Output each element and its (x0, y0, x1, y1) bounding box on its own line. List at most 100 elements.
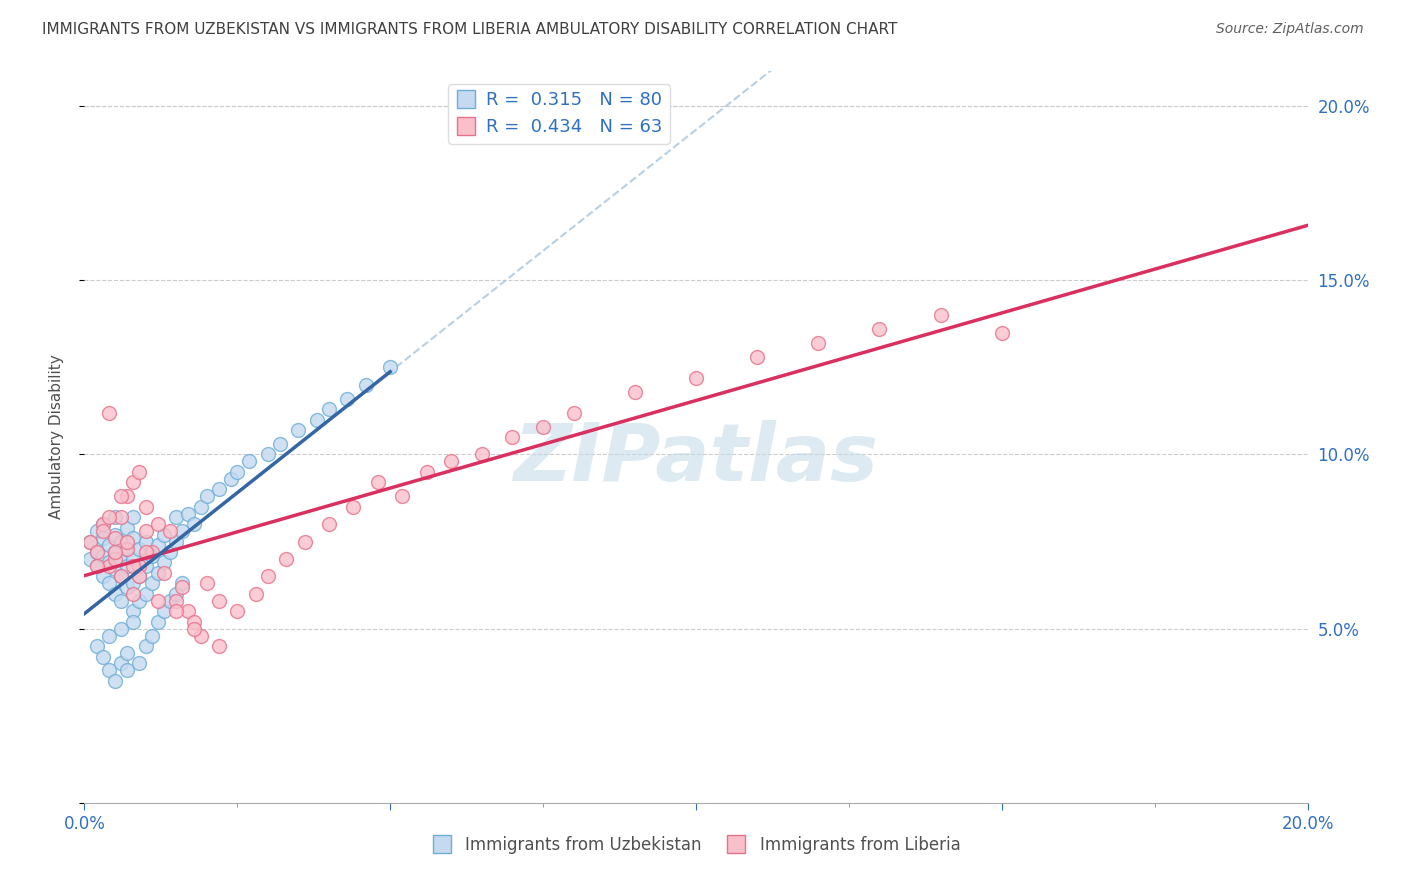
Point (110, 510, 132, 524)
Point (115, 646, 138, 660)
Point (354, 377, 377, 392)
Text: IMMIGRANTS FROM UZBEKISTAN VS IMMIGRANTS FROM LIBERIA AMBULATORY DISABILITY CORR: IMMIGRANTS FROM UZBEKISTAN VS IMMIGRANTS… (42, 22, 897, 37)
Point (104, 510, 127, 524)
Point (141, 576, 163, 591)
Point (172, 576, 194, 591)
Point (86, 524, 108, 538)
Point (276, 552, 298, 566)
Point (104, 552, 127, 566)
Point (97, 556, 120, 570)
Point (91, 549, 114, 563)
Point (86, 558, 108, 573)
Point (172, 524, 194, 538)
Point (208, 594, 231, 608)
Point (115, 558, 138, 573)
Point (122, 475, 145, 490)
Point (110, 489, 132, 503)
Point (172, 580, 194, 594)
Point (531, 419, 554, 434)
Point (165, 594, 187, 608)
Point (208, 639, 231, 653)
Point (153, 527, 176, 541)
Point (502, 430, 524, 444)
Point (104, 562, 127, 576)
Point (110, 552, 132, 566)
Point (471, 448, 494, 462)
Point (104, 531, 127, 545)
Point (135, 639, 157, 653)
Point (115, 521, 138, 535)
Point (146, 538, 169, 552)
Point (257, 448, 280, 462)
Point (128, 541, 150, 556)
Point (128, 569, 150, 583)
Point (122, 531, 145, 545)
Point (110, 622, 132, 636)
Point (128, 657, 150, 671)
Point (110, 657, 132, 671)
Point (869, 322, 891, 336)
Point (79, 552, 101, 566)
Point (177, 604, 200, 618)
Point (342, 500, 364, 514)
Point (141, 549, 163, 563)
Point (115, 580, 138, 594)
Point (146, 594, 169, 608)
Point (177, 507, 200, 521)
Point (416, 465, 439, 479)
Point (91, 517, 114, 532)
Point (115, 541, 138, 556)
Point (153, 556, 176, 570)
Point (91, 524, 114, 538)
Point (97, 664, 120, 678)
Point (318, 402, 340, 417)
Point (135, 558, 157, 573)
Point (86, 545, 108, 559)
Point (146, 566, 169, 580)
Point (146, 615, 169, 629)
Point (91, 569, 114, 583)
Point (165, 604, 187, 618)
Point (86, 558, 108, 573)
Point (391, 489, 413, 503)
Point (195, 576, 218, 591)
Point (991, 326, 1014, 340)
Point (128, 465, 150, 479)
Point (91, 517, 114, 532)
Point (159, 594, 181, 608)
Point (159, 524, 181, 538)
Point (153, 566, 176, 580)
Point (562, 406, 585, 420)
Point (91, 649, 114, 664)
Point (238, 454, 260, 468)
Point (190, 500, 212, 514)
Point (929, 308, 952, 322)
Point (122, 576, 145, 591)
Point (122, 558, 145, 573)
Point (115, 534, 138, 549)
Point (122, 552, 145, 566)
Point (336, 392, 359, 406)
Point (245, 587, 267, 601)
Legend: Immigrants from Uzbekistan, Immigrants from Liberia: Immigrants from Uzbekistan, Immigrants f… (425, 829, 967, 860)
Point (190, 629, 212, 643)
Point (305, 412, 328, 426)
Point (287, 423, 309, 437)
Point (110, 569, 132, 583)
Point (135, 524, 157, 538)
Point (115, 664, 138, 678)
Point (165, 510, 187, 524)
Y-axis label: Ambulatory Disability: Ambulatory Disability (49, 355, 63, 519)
Point (165, 587, 187, 601)
Point (128, 594, 150, 608)
Point (135, 500, 157, 514)
Point (807, 336, 830, 351)
Point (104, 545, 127, 559)
Point (183, 615, 205, 629)
Point (97, 576, 120, 591)
Point (115, 489, 138, 503)
Point (115, 541, 138, 556)
Point (159, 545, 181, 559)
Point (685, 371, 707, 385)
Point (226, 465, 249, 479)
